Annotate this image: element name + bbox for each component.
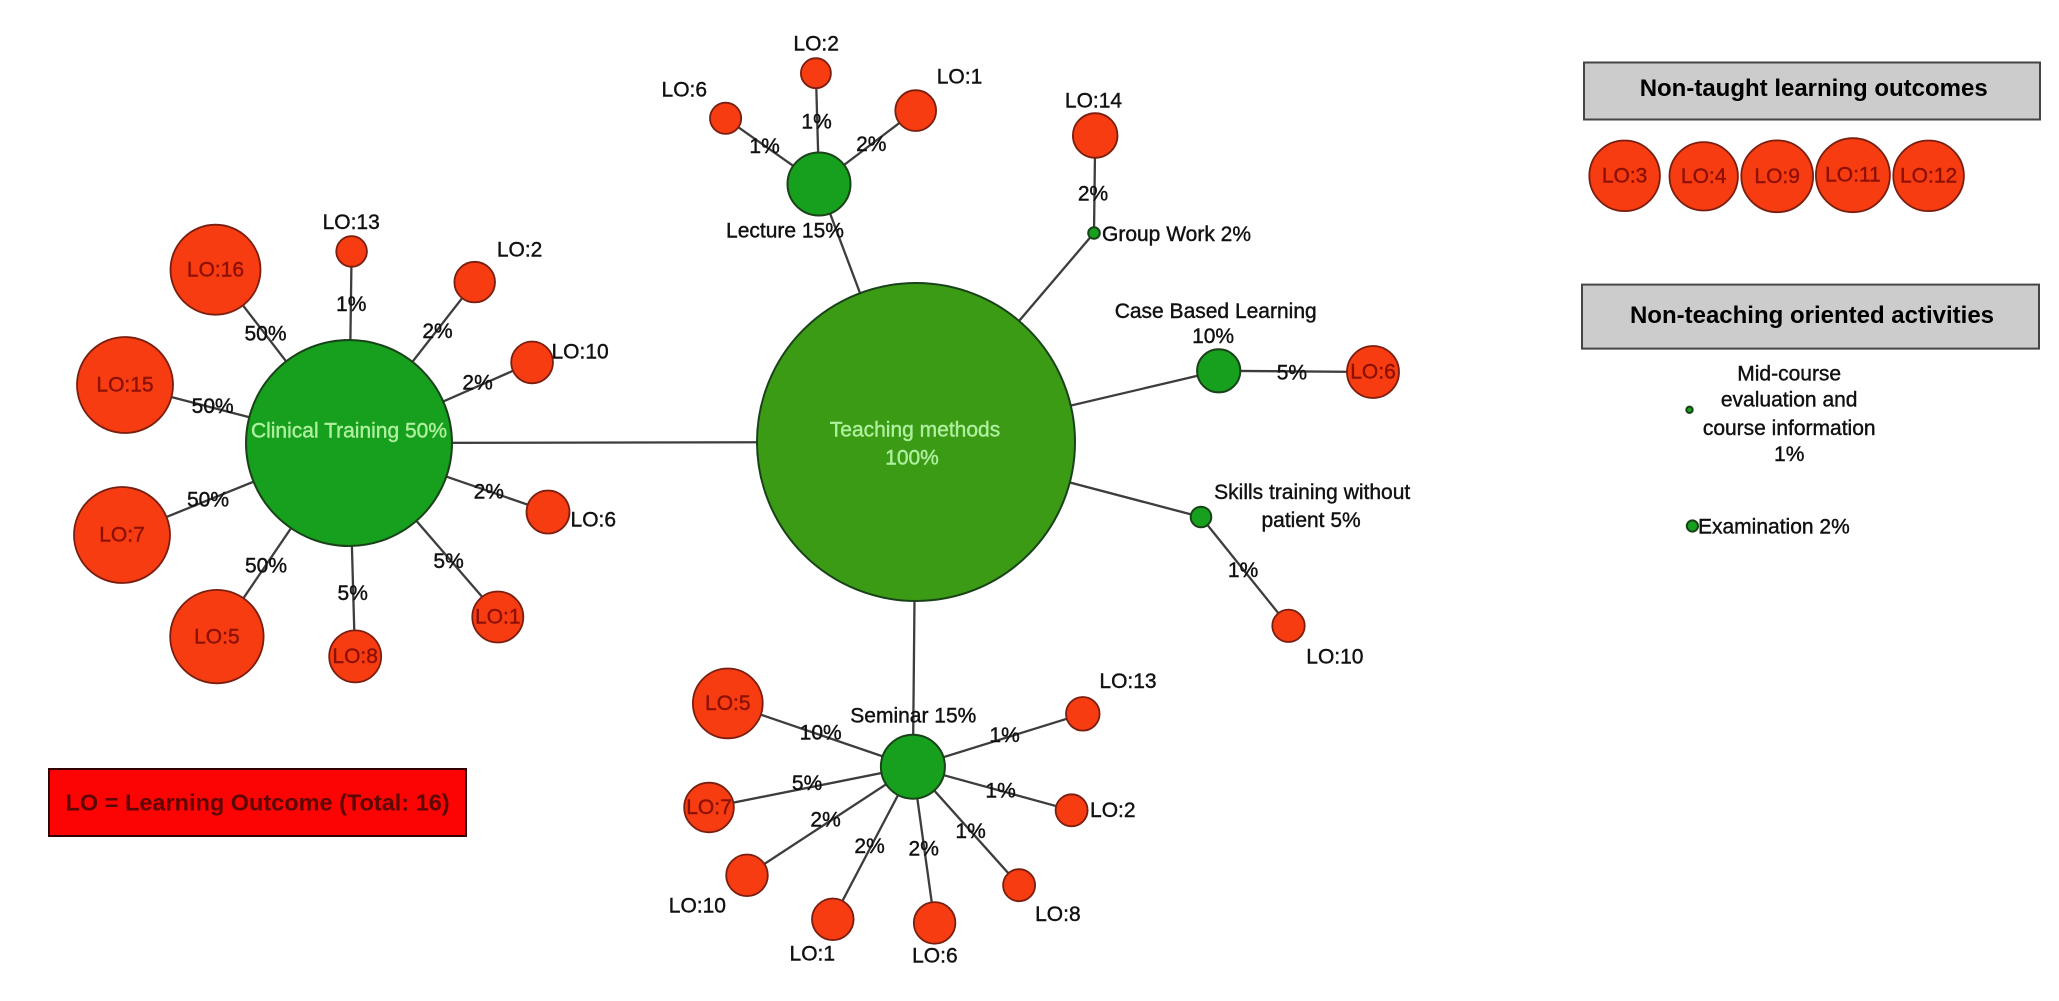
svg-text:Non-taught learning outcomes: Non-taught learning outcomes: [1640, 75, 1988, 102]
svg-text:LO:15: LO:15: [96, 374, 153, 397]
svg-text:LO:4: LO:4: [1681, 165, 1727, 188]
svg-text:Examination 2%: Examination 2%: [1698, 516, 1850, 539]
svg-text:1%: 1%: [801, 110, 831, 133]
svg-text:LO:2: LO:2: [793, 33, 839, 56]
svg-text:LO:13: LO:13: [1099, 670, 1156, 693]
svg-text:course information: course information: [1703, 417, 1876, 440]
svg-text:1%: 1%: [989, 724, 1019, 747]
svg-text:LO:6: LO:6: [1350, 361, 1396, 384]
svg-text:evaluation and: evaluation and: [1721, 389, 1858, 412]
svg-text:LO:1: LO:1: [475, 606, 521, 629]
svg-text:LO:7: LO:7: [99, 524, 145, 547]
svg-text:1%: 1%: [336, 293, 366, 316]
svg-text:5%: 5%: [433, 550, 463, 573]
svg-text:2%: 2%: [856, 133, 886, 156]
svg-text:Clinical Training 50%: Clinical Training 50%: [251, 420, 447, 443]
svg-text:Skills training without: Skills training without: [1214, 481, 1410, 504]
svg-text:Non-teaching oriented activiti: Non-teaching oriented activities: [1630, 302, 1994, 329]
svg-text:Lecture 15%: Lecture 15%: [726, 219, 844, 242]
svg-text:5%: 5%: [1277, 362, 1307, 385]
svg-text:Seminar 15%: Seminar 15%: [850, 705, 976, 728]
svg-text:LO:1: LO:1: [937, 65, 983, 88]
svg-text:2%: 2%: [474, 481, 504, 504]
svg-text:Teaching methods: Teaching methods: [830, 419, 1000, 442]
svg-text:LO:8: LO:8: [332, 645, 378, 668]
svg-text:Mid-course: Mid-course: [1737, 363, 1841, 386]
svg-text:LO:1: LO:1: [790, 943, 836, 966]
svg-text:1%: 1%: [749, 135, 779, 158]
svg-text:LO:8: LO:8: [1035, 903, 1081, 926]
svg-text:LO:6: LO:6: [912, 944, 958, 967]
svg-text:1%: 1%: [1774, 443, 1804, 466]
svg-text:2%: 2%: [422, 320, 452, 343]
svg-text:LO:12: LO:12: [1900, 164, 1957, 187]
svg-text:50%: 50%: [244, 323, 286, 346]
svg-text:Case Based Learning: Case Based Learning: [1115, 300, 1317, 323]
svg-text:LO:3: LO:3: [1602, 164, 1648, 187]
svg-text:LO:6: LO:6: [571, 508, 617, 531]
svg-text:2%: 2%: [1078, 182, 1108, 205]
svg-text:LO:11: LO:11: [1825, 164, 1881, 187]
svg-text:LO:2: LO:2: [1090, 799, 1136, 822]
svg-text:LO:10: LO:10: [1306, 645, 1363, 668]
svg-text:10%: 10%: [1192, 325, 1234, 348]
svg-text:Group Work 2%: Group Work 2%: [1102, 223, 1251, 246]
svg-text:LO:10: LO:10: [551, 341, 608, 364]
svg-text:50%: 50%: [192, 395, 234, 418]
svg-text:patient 5%: patient 5%: [1261, 509, 1360, 532]
svg-text:LO:9: LO:9: [1754, 165, 1800, 188]
svg-text:2%: 2%: [810, 809, 840, 832]
svg-text:100%: 100%: [885, 447, 939, 470]
svg-text:LO:10: LO:10: [669, 895, 726, 918]
svg-text:LO:13: LO:13: [323, 211, 380, 234]
svg-text:2%: 2%: [462, 372, 492, 395]
svg-text:LO = Learning Outcome (Total:: LO = Learning Outcome (Total: 16): [66, 789, 450, 815]
svg-text:LO:16: LO:16: [187, 259, 244, 282]
svg-text:10%: 10%: [800, 722, 842, 745]
svg-text:2%: 2%: [854, 835, 884, 858]
svg-text:2%: 2%: [909, 837, 939, 860]
svg-text:LO:6: LO:6: [662, 79, 708, 102]
svg-text:LO:5: LO:5: [705, 692, 751, 715]
svg-text:LO:2: LO:2: [497, 239, 543, 262]
svg-text:50%: 50%: [245, 555, 287, 578]
svg-text:50%: 50%: [187, 489, 229, 512]
svg-text:LO:14: LO:14: [1065, 90, 1123, 113]
svg-text:1%: 1%: [1228, 559, 1258, 582]
svg-text:LO:7: LO:7: [686, 796, 732, 819]
svg-text:1%: 1%: [955, 820, 985, 843]
svg-text:1%: 1%: [985, 780, 1015, 803]
svg-text:LO:5: LO:5: [194, 626, 240, 649]
svg-text:5%: 5%: [338, 582, 368, 605]
svg-text:5%: 5%: [792, 772, 822, 795]
